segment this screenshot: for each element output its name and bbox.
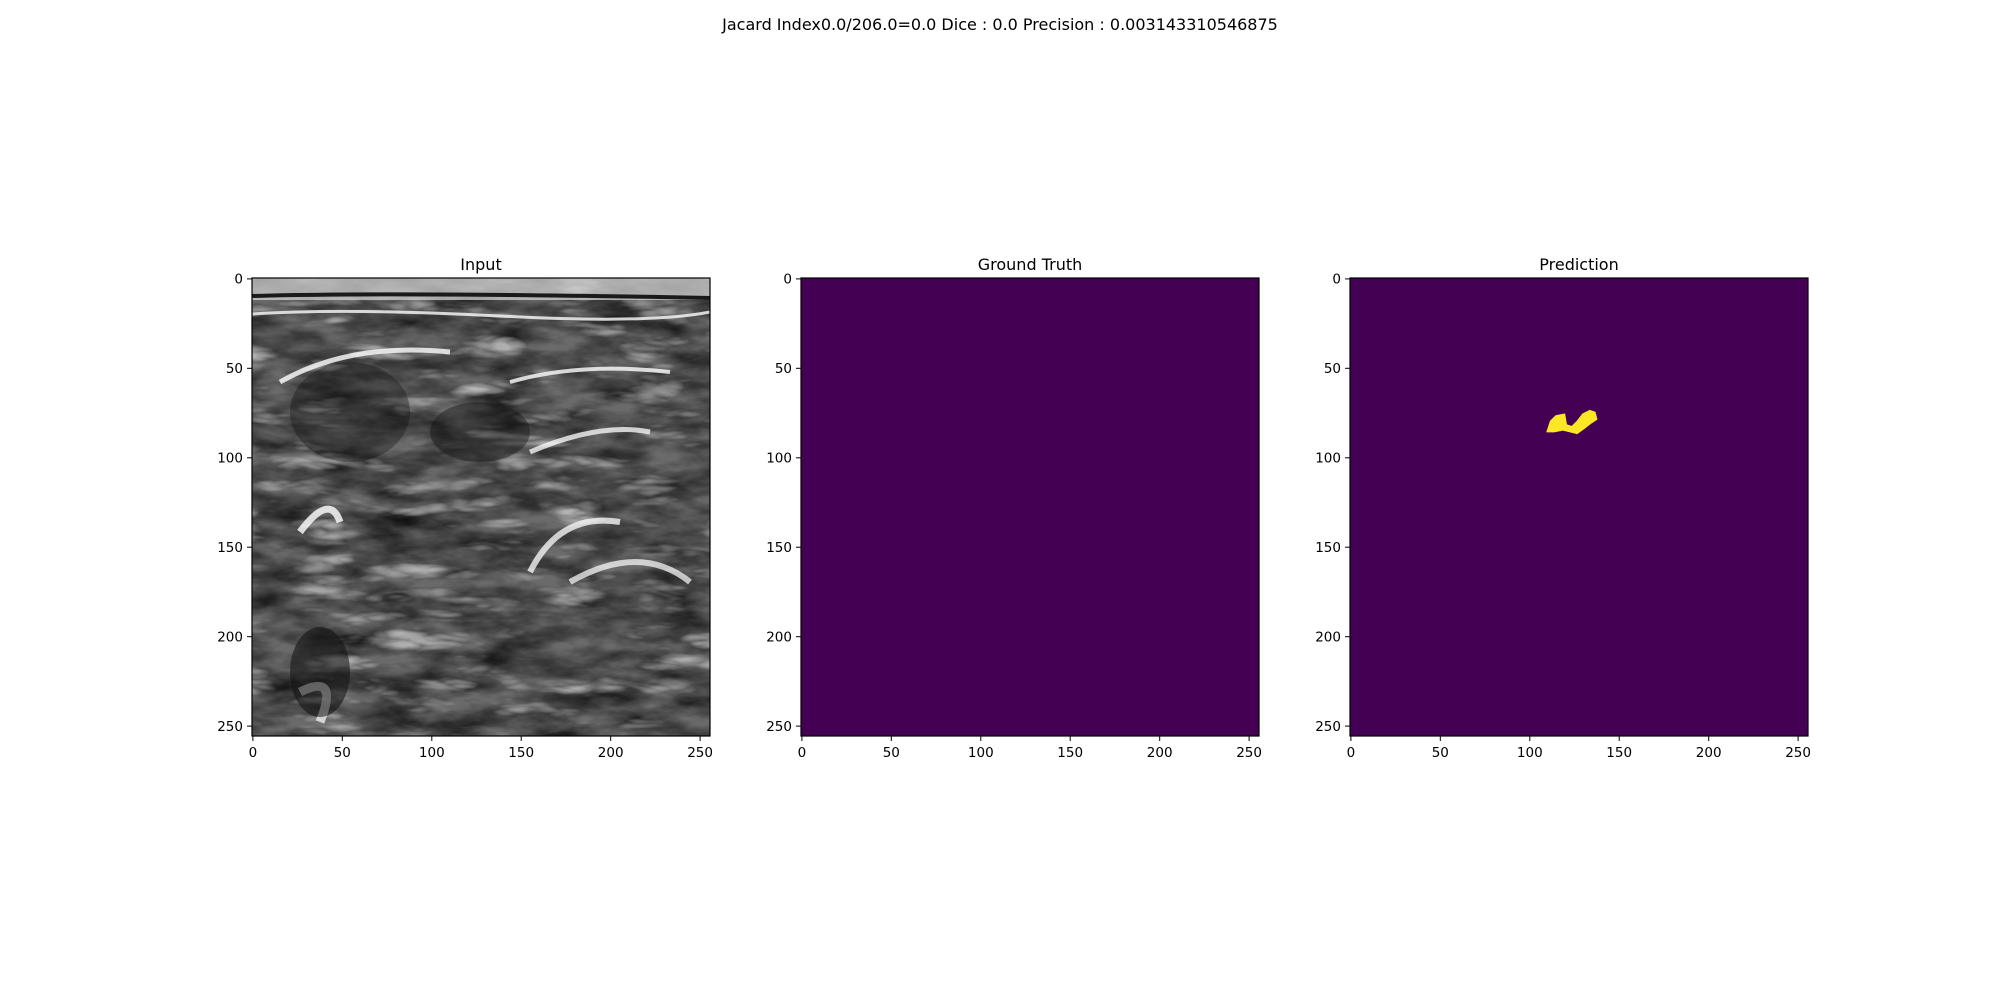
gt-xtick-100: 100 (968, 736, 994, 761)
input-xtick-label: 200 (598, 745, 624, 761)
gt-ytick-150: 150 (766, 540, 801, 556)
input-ytick-200: 200 (217, 630, 252, 646)
input-xtick-250: 250 (687, 736, 713, 761)
gt-xtick-label: 100 (968, 745, 994, 761)
gt-ytick-label: 150 (766, 540, 792, 556)
input-ytick-0: 0 (234, 272, 252, 288)
prediction-axes-frame (1349, 277, 1809, 737)
input-ytick-label: 0 (234, 272, 243, 288)
pred-xtick-150: 150 (1606, 736, 1632, 761)
input-xtick-label: 0 (249, 745, 258, 761)
gt-ytick-label: 50 (775, 361, 792, 377)
ground-truth-axes-frame (800, 277, 1260, 737)
pred-ytick-200: 200 (1315, 630, 1350, 646)
prediction-plot: Prediction 0 50 100 150 200 250 0 50 100… (1315, 255, 1811, 762)
gt-xtick-label: 200 (1147, 745, 1173, 761)
input-ytick-label: 250 (217, 719, 243, 735)
ground-truth-panel: Ground Truth 0 50 100 150 200 250 0 50 1… (749, 252, 1309, 772)
gt-ytick-label: 250 (766, 719, 792, 735)
gt-ytick-200: 200 (766, 630, 801, 646)
gt-xtick-0: 0 (798, 736, 807, 761)
pred-ytick-label: 150 (1315, 540, 1341, 556)
input-panel: Input 0 50 100 150 200 250 (200, 252, 760, 772)
pred-ytick-label: 100 (1315, 451, 1341, 467)
input-xtick-200: 200 (598, 736, 624, 761)
pred-ytick-0: 0 (1332, 272, 1350, 288)
ground-truth-ticks: 0 50 100 150 200 250 0 50 100 150 200 25… (766, 272, 1262, 762)
figure-suptitle: Jacard Index0.0/206.0=0.0 Dice : 0.0 Pre… (722, 15, 1278, 34)
prediction-mask-region (1546, 409, 1598, 435)
pred-xtick-0: 0 (1347, 736, 1356, 761)
pred-xtick-100: 100 (1517, 736, 1543, 761)
gt-ytick-0: 0 (783, 272, 801, 288)
gt-ytick-50: 50 (775, 361, 801, 377)
pred-xtick-label: 250 (1785, 745, 1811, 761)
gt-ytick-label: 100 (766, 451, 792, 467)
pred-xtick-200: 200 (1696, 736, 1722, 761)
pred-xtick-label: 150 (1606, 745, 1632, 761)
gt-xtick-label: 0 (798, 745, 807, 761)
pred-ytick-250: 250 (1315, 719, 1350, 735)
pred-ytick-label: 0 (1332, 272, 1341, 288)
input-xtick-label: 50 (334, 745, 351, 761)
prediction-ticks: 0 50 100 150 200 250 0 50 100 150 200 25… (1315, 272, 1811, 762)
pred-ytick-50: 50 (1324, 361, 1350, 377)
input-xtick-50: 50 (334, 736, 351, 761)
input-ytick-100: 100 (217, 451, 252, 467)
input-xtick-label: 100 (419, 745, 445, 761)
input-ytick-150: 150 (217, 540, 252, 556)
input-ticks: 0 50 100 150 200 250 0 50 100 150 200 25… (217, 272, 713, 762)
prediction-title: Prediction (1539, 255, 1618, 274)
gt-ytick-label: 200 (766, 630, 792, 646)
input-ytick-50: 50 (226, 361, 252, 377)
ground-truth-plot: Ground Truth 0 50 100 150 200 250 0 50 1… (766, 255, 1262, 762)
prediction-mask-background (1350, 278, 1808, 736)
prediction-panel: Prediction 0 50 100 150 200 250 0 50 100… (1298, 252, 1858, 772)
input-axes-frame (251, 277, 711, 737)
pred-xtick-label: 0 (1347, 745, 1356, 761)
pred-xtick-label: 50 (1432, 745, 1449, 761)
input-ytick-label: 150 (217, 540, 243, 556)
pred-ytick-label: 200 (1315, 630, 1341, 646)
gt-ytick-label: 0 (783, 272, 792, 288)
input-ytick-label: 50 (226, 361, 243, 377)
pred-xtick-label: 100 (1517, 745, 1543, 761)
gt-xtick-50: 50 (883, 736, 900, 761)
input-ytick-label: 200 (217, 630, 243, 646)
pred-ytick-100: 100 (1315, 451, 1350, 467)
pred-xtick-50: 50 (1432, 736, 1449, 761)
pred-ytick-label: 250 (1315, 719, 1341, 735)
gt-xtick-label: 150 (1057, 745, 1083, 761)
input-xtick-label: 250 (687, 745, 713, 761)
pred-xtick-label: 200 (1696, 745, 1722, 761)
gt-xtick-label: 50 (883, 745, 900, 761)
gt-xtick-200: 200 (1147, 736, 1173, 761)
gt-xtick-150: 150 (1057, 736, 1083, 761)
input-xtick-label: 150 (508, 745, 534, 761)
pred-ytick-label: 50 (1324, 361, 1341, 377)
ground-truth-mask-background (801, 278, 1259, 736)
input-ytick-250: 250 (217, 719, 252, 735)
input-plot: Input 0 50 100 150 200 250 (217, 255, 713, 762)
gt-ytick-250: 250 (766, 719, 801, 735)
ultrasound-image (252, 278, 710, 736)
input-title: Input (460, 255, 501, 274)
input-xtick-0: 0 (249, 736, 258, 761)
pred-xtick-250: 250 (1785, 736, 1811, 761)
gt-xtick-label: 250 (1236, 745, 1262, 761)
input-xtick-150: 150 (508, 736, 534, 761)
gt-xtick-250: 250 (1236, 736, 1262, 761)
ground-truth-title: Ground Truth (978, 255, 1083, 274)
input-ytick-label: 100 (217, 451, 243, 467)
gt-ytick-100: 100 (766, 451, 801, 467)
input-xtick-100: 100 (419, 736, 445, 761)
pred-ytick-150: 150 (1315, 540, 1350, 556)
